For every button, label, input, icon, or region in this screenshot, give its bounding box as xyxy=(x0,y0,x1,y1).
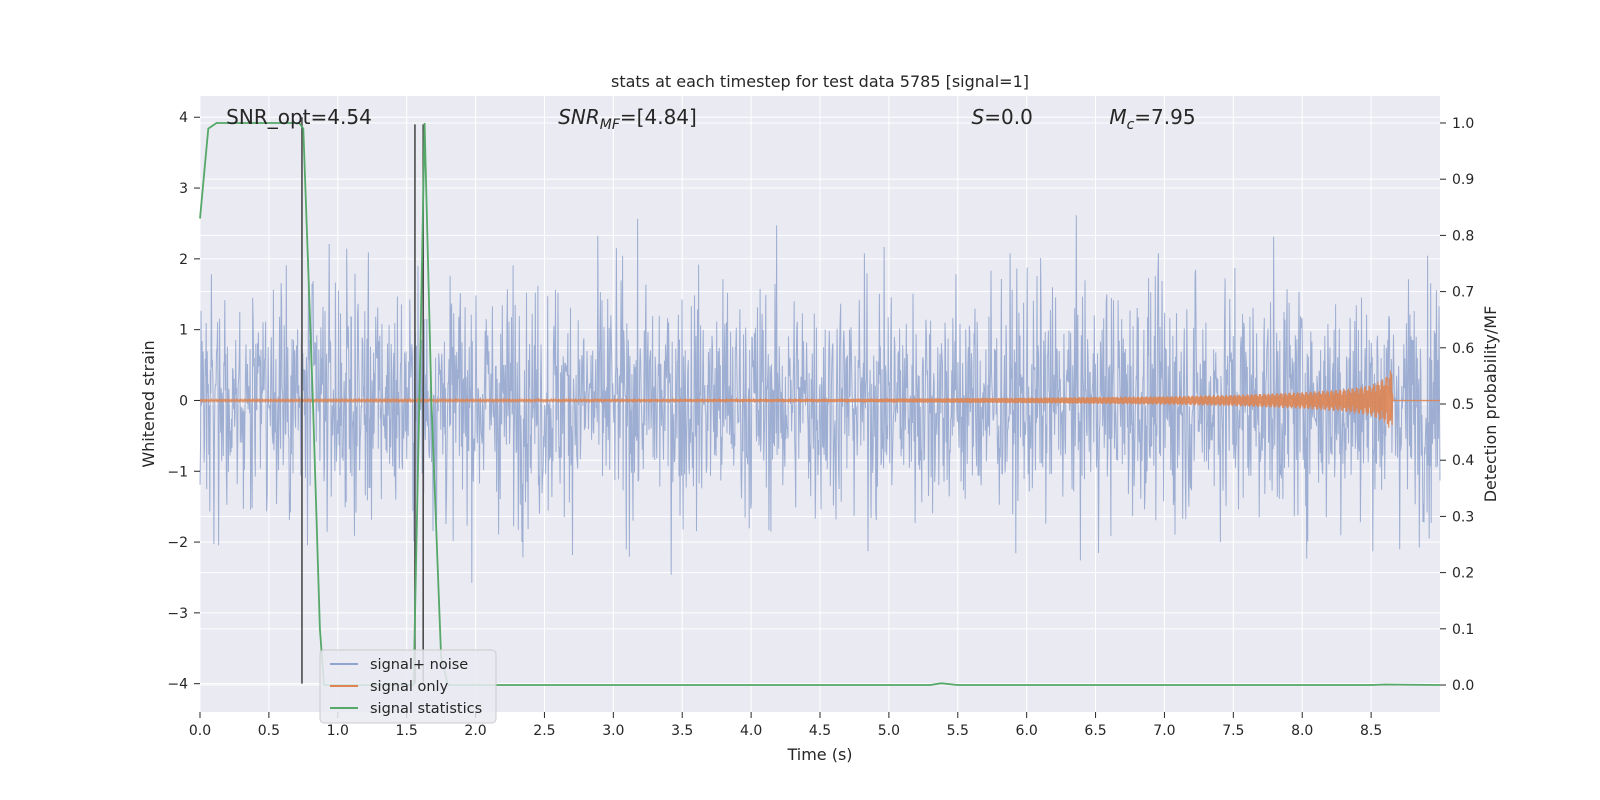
x-tick-label: 3.0 xyxy=(602,723,624,739)
series-signal-only-line xyxy=(199,370,1440,428)
legend-box xyxy=(319,649,497,724)
series-signal-statistics-line xyxy=(199,122,1441,686)
y-tick-label: −4 xyxy=(167,677,188,693)
y2-tick-label: 0.7 xyxy=(1452,285,1474,301)
y2-axis-title: Detection probability/MF xyxy=(1481,306,1500,503)
x-tick-label: 5.0 xyxy=(878,723,900,739)
y2-tick-label: 0.0 xyxy=(1452,678,1474,694)
x-tick-label: 1.0 xyxy=(327,723,349,739)
y2-tick-label: 0.1 xyxy=(1452,622,1474,638)
x-tick-label: 2.5 xyxy=(533,723,555,739)
y-tick-label: 3 xyxy=(179,181,188,197)
y2-tick-label: 1.0 xyxy=(1452,116,1474,132)
x-tick-label: 2.0 xyxy=(464,723,486,739)
y-tick-label: 1 xyxy=(179,323,188,339)
annotation-0: SNR_opt=4.54 xyxy=(226,105,372,129)
x-tick-label: 8.0 xyxy=(1291,723,1313,739)
y-tick-label: 0 xyxy=(179,393,188,409)
x-tick-label: 6.5 xyxy=(1084,723,1106,739)
y-axis-title: Whitened strain xyxy=(139,340,158,467)
x-axis-title: Time (s) xyxy=(786,745,852,764)
annotation-1: SNRMF=[4.84] xyxy=(558,105,697,133)
annotation-3: Mc=7.95 xyxy=(1109,105,1195,133)
y-tick-label: −3 xyxy=(167,606,188,622)
y2-tick-label: 0.4 xyxy=(1452,453,1474,469)
chart-title: stats at each timestep for test data 578… xyxy=(611,72,1029,91)
y-tick-label: 2 xyxy=(179,252,188,268)
annotation-2: S=0.0 xyxy=(972,105,1033,129)
annotations: SNR_opt=4.54 SNRMF=[4.84] S=0.0 Mc=7.95 xyxy=(226,105,1195,133)
y2-tick-label: 0.3 xyxy=(1452,509,1474,525)
y-tick-label: −2 xyxy=(167,535,188,551)
y2-tick-label: 0.9 xyxy=(1452,172,1474,188)
x-tick-label: 0.5 xyxy=(258,723,280,739)
y2-tick-label: 0.6 xyxy=(1452,341,1474,357)
legend-label-signal-statistics: signal statistics xyxy=(370,701,482,717)
y2-tick-label: 0.5 xyxy=(1452,397,1474,413)
x-tick-label: 0.0 xyxy=(189,723,211,739)
y2-tick-label: 0.8 xyxy=(1452,228,1474,244)
y-tick-label: −1 xyxy=(167,464,188,480)
x-tick-label: 7.0 xyxy=(1153,723,1175,739)
x-tick-label: 4.0 xyxy=(740,723,762,739)
y-tick-label: 4 xyxy=(179,110,188,126)
legend: signal+ noise signal only signal statist… xyxy=(319,649,497,724)
x-tick-label: 7.5 xyxy=(1222,723,1244,739)
x-tick-label: 4.5 xyxy=(809,723,831,739)
x-tick-label: 6.0 xyxy=(1016,723,1038,739)
plot-area xyxy=(199,117,1441,686)
axes: 4 3 2 1 0 −1 −2 −3 −4 1.0 0.9 0.8 0.7 0.6 0.5 0.4 0.3 0.2… xyxy=(167,110,1474,739)
x-tick-label: 5.5 xyxy=(947,723,969,739)
y2-tick-label: 0.2 xyxy=(1452,566,1474,582)
legend-label-signal-noise: signal+ noise xyxy=(370,657,468,673)
x-tick-label: 3.5 xyxy=(671,723,693,739)
legend-label-signal-only: signal only xyxy=(370,679,449,695)
x-tick-label: 1.5 xyxy=(396,723,418,739)
series-signal-noise-line xyxy=(199,215,1441,583)
x-tick-label: 8.5 xyxy=(1360,723,1382,739)
